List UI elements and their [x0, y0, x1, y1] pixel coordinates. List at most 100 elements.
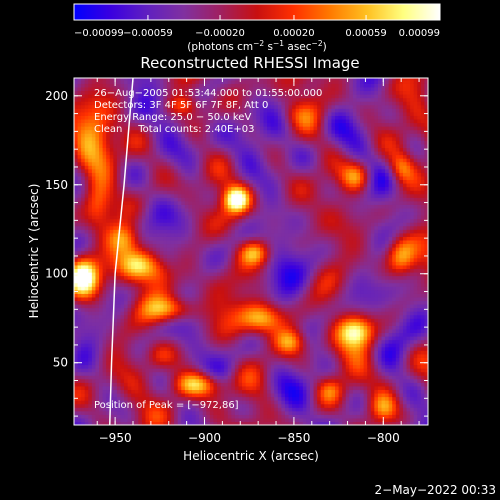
- colorbar-tick-label: −0.00099: [74, 28, 124, 39]
- heatmap-cell: [238, 314, 243, 319]
- heatmap-cell: [206, 122, 211, 127]
- heatmap-cell: [99, 133, 104, 138]
- heatmap-cell: [109, 247, 114, 252]
- heatmap-cell: [116, 339, 122, 344]
- heatmap-cell: [234, 321, 240, 326]
- heatmap-cell: [106, 368, 111, 373]
- heatmap-cell: [124, 147, 129, 152]
- heatmap-cell: [209, 133, 215, 138]
- heatmap-cell: [88, 108, 93, 113]
- heatmap-cell: [249, 165, 254, 170]
- heatmap-cell: [131, 200, 136, 205]
- heatmap-cell: [145, 303, 150, 309]
- heatmap-cell: [95, 133, 100, 138]
- heatmap-cell: [134, 410, 139, 415]
- heatmap-cell: [252, 336, 257, 341]
- heatmap-cell: [188, 332, 193, 337]
- heatmap-cell: [213, 332, 218, 337]
- heatmap-cell: [106, 90, 111, 95]
- heatmap-cell: [106, 229, 111, 234]
- heatmap-cell: [145, 264, 150, 270]
- heatmap-cell: [209, 207, 215, 213]
- heatmap-cell: [156, 254, 161, 259]
- heatmap-cell: [113, 111, 118, 116]
- heatmap-cell: [227, 101, 232, 106]
- heatmap-cell: [131, 268, 136, 273]
- heatmap-cell: [224, 378, 229, 383]
- heatmap-cell: [170, 182, 175, 188]
- heatmap-cell: [91, 264, 97, 270]
- heatmap-cell: [134, 353, 139, 358]
- heatmap-cell: [184, 350, 190, 355]
- heatmap-cell: [149, 193, 154, 198]
- heatmap-cell: [177, 78, 182, 81]
- heatmap-cell: [124, 389, 129, 394]
- heatmap-cell: [195, 247, 200, 252]
- heatmap-cell: [195, 336, 200, 341]
- heatmap-cell: [217, 136, 222, 141]
- heatmap-cell: [206, 346, 211, 351]
- heatmap-cell: [77, 410, 82, 415]
- heatmap-cell: [195, 197, 200, 202]
- heatmap-cell: [124, 190, 129, 195]
- heatmap-cell: [184, 236, 190, 241]
- heatmap-cell: [188, 257, 193, 262]
- heatmap-cell: [138, 83, 143, 88]
- heatmap-cell: [77, 115, 82, 120]
- heatmap-cell: [238, 300, 243, 305]
- heatmap-cell: [170, 350, 175, 355]
- heatmap-cell: [217, 400, 222, 405]
- heatmap-cell: [127, 215, 132, 220]
- heatmap-cell: [124, 321, 129, 326]
- heatmap-cell: [209, 417, 215, 423]
- heatmap-cell: [206, 343, 211, 348]
- heatmap-cell: [95, 140, 100, 145]
- heatmap-cell: [202, 321, 207, 326]
- heatmap-cell: [138, 97, 143, 102]
- heatmap-cell: [156, 293, 161, 298]
- heatmap-cell: [141, 385, 147, 391]
- heatmap-cell: [131, 279, 136, 284]
- heatmap-cell: [163, 150, 168, 156]
- heatmap-cell: [202, 143, 207, 148]
- heatmap-cell: [206, 321, 211, 326]
- heatmap-cell: [95, 86, 100, 92]
- heatmap-cell: [106, 336, 111, 341]
- heatmap-cell: [99, 353, 104, 358]
- heatmap-cell: [138, 211, 143, 216]
- heatmap-cell: [106, 239, 111, 245]
- heatmap-cell: [249, 396, 254, 401]
- heatmap-cell: [109, 133, 114, 138]
- heatmap-cell: [91, 218, 97, 223]
- heatmap-cell: [199, 293, 204, 298]
- heatmap-cell: [209, 147, 215, 152]
- heatmap-cell: [224, 182, 229, 188]
- heatmap-cell: [152, 261, 157, 266]
- heatmap-cell: [91, 321, 97, 326]
- heatmap-cell: [166, 179, 172, 184]
- heatmap-cell: [141, 353, 147, 358]
- heatmap-cell: [209, 311, 215, 316]
- heatmap-cell: [234, 303, 240, 309]
- heatmap-cell: [181, 211, 186, 216]
- heatmap-cell: [84, 396, 89, 401]
- heatmap-cell: [156, 168, 161, 173]
- heatmap-cell: [227, 118, 232, 124]
- heatmap-cell: [192, 360, 197, 366]
- heatmap-cell: [84, 168, 89, 173]
- heatmap-cell: [199, 414, 204, 419]
- heatmap-cell: [77, 79, 82, 84]
- heatmap-cell: [95, 303, 100, 309]
- heatmap-cell: [95, 143, 100, 148]
- heatmap-cell: [99, 225, 104, 230]
- heatmap-cell: [77, 172, 82, 177]
- heatmap-cell: [181, 414, 186, 419]
- heatmap-cell: [252, 307, 257, 312]
- heatmap-cell: [206, 368, 211, 373]
- heatmap-cell: [138, 158, 143, 163]
- heatmap-cell: [152, 197, 157, 202]
- heatmap-cell: [145, 410, 150, 415]
- heatmap-cell: [195, 353, 200, 358]
- heatmap-cell: [149, 239, 154, 245]
- colorbar-tick-label: 0.00059: [345, 28, 386, 39]
